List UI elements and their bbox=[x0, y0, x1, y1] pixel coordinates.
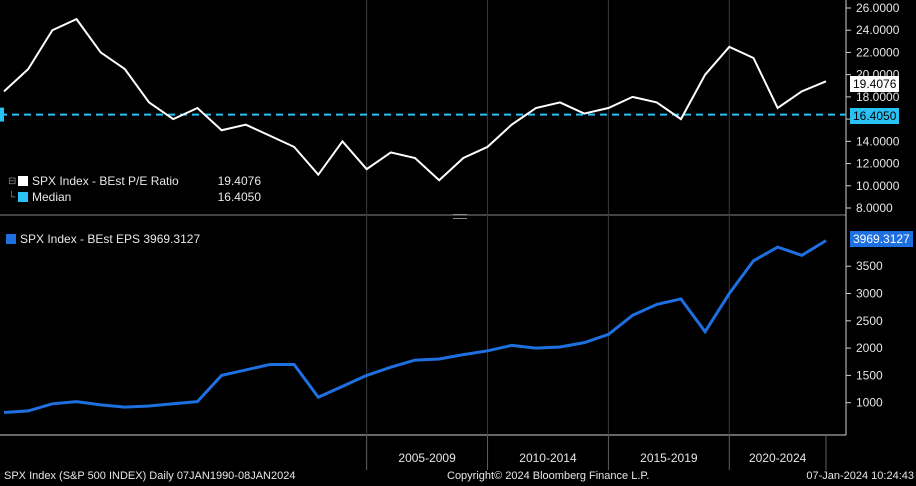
footer-timestamp: 07-Jan-2024 10:24:43 bbox=[806, 470, 914, 482]
median-swatch-icon bbox=[18, 192, 28, 202]
pe-y-tick-label: 26.0000 bbox=[856, 1, 900, 15]
pe-y-tick-label: 22.0000 bbox=[856, 45, 900, 59]
x-axis: 2005-2009 2010-2014 2015-2019 2020-2024 bbox=[366, 0, 827, 470]
eps-last-value-badge: 3969.3127 bbox=[850, 231, 913, 247]
eps-y-tick-label: 1500 bbox=[856, 368, 883, 382]
x-axis-period-label: 2005-2009 bbox=[398, 451, 456, 465]
footer-copyright: Copyright© 2024 Bloomberg Finance L.P. bbox=[447, 470, 650, 482]
legend-lower: SPX Index - BEst EPS 3969.3127 bbox=[2, 230, 205, 248]
median-last-value-badge: 16.4050 bbox=[850, 108, 900, 124]
pe-y-tick-label: 24.0000 bbox=[856, 23, 900, 37]
pe-y-tick-label: 12.0000 bbox=[856, 157, 900, 171]
pe-swatch-icon bbox=[18, 176, 28, 186]
x-axis-period-label: 2015-2019 bbox=[640, 451, 698, 465]
eps-line bbox=[3, 239, 827, 415]
legend-median-value: 16.4050 bbox=[217, 190, 261, 204]
pe-y-tick-label: 18.0000 bbox=[856, 90, 900, 104]
legend-upper: ⊟ SPX Index - BEst P/E Ratio 19.4076 └ M… bbox=[6, 172, 263, 206]
legend-item-pe[interactable]: ⊟ SPX Index - BEst P/E Ratio 19.4076 bbox=[8, 173, 261, 189]
pe-last-value-badge: 19.4076 bbox=[850, 76, 900, 92]
eps-y-tick-label: 2000 bbox=[856, 341, 883, 355]
eps-y-axis: 3500 3000 2500 2000 1500 1000 bbox=[846, 259, 883, 410]
legend-item-eps[interactable]: SPX Index - BEst EPS 3969.3127 bbox=[6, 231, 200, 247]
eps-y-tick-label: 3000 bbox=[856, 287, 883, 301]
median-left-marker bbox=[0, 107, 4, 122]
tree-collapse-icon[interactable]: ⊟ bbox=[8, 175, 17, 187]
legend-eps-label: SPX Index - BEst EPS 3969.3127 bbox=[20, 232, 201, 246]
legend-pe-value: 19.4076 bbox=[217, 174, 261, 188]
legend-pe-label: SPX Index - BEst P/E Ratio bbox=[32, 174, 179, 188]
x-axis-period-label: 2010-2014 bbox=[519, 451, 577, 465]
panel-resize-handle[interactable] bbox=[453, 214, 467, 219]
x-axis-period-label: 2020-2024 bbox=[749, 451, 807, 465]
pe-y-tick-label: 14.0000 bbox=[856, 134, 900, 148]
eps-swatch-icon bbox=[6, 234, 16, 244]
footer-security-info: SPX Index (S&P 500 INDEX) Daily 07JAN199… bbox=[4, 470, 296, 482]
pe-y-tick-label: 8.0000 bbox=[856, 201, 893, 215]
eps-y-tick-label: 2500 bbox=[856, 314, 883, 328]
pe-y-tick-label: 10.0000 bbox=[856, 179, 900, 193]
tree-branch-icon: └ bbox=[8, 191, 16, 203]
eps-y-tick-label: 1000 bbox=[856, 396, 883, 410]
legend-item-median[interactable]: └ Median 16.4050 bbox=[8, 189, 261, 205]
legend-median-label: Median bbox=[32, 190, 72, 204]
pe-ratio-line bbox=[3, 17, 827, 182]
eps-y-tick-label: 3500 bbox=[856, 259, 883, 273]
